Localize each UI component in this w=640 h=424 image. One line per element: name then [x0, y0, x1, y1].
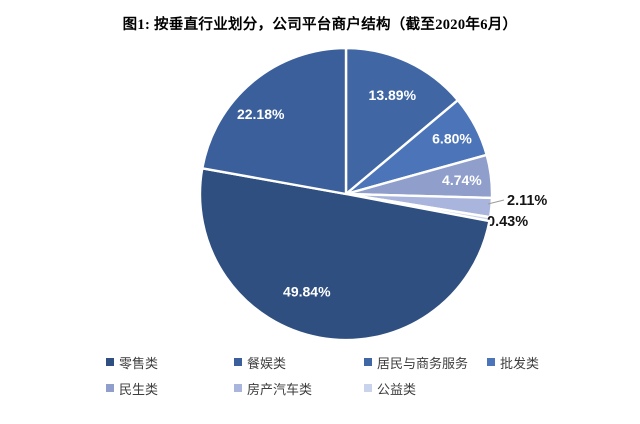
legend-item-6: 公益类	[364, 380, 417, 397]
legend-swatch	[364, 358, 372, 366]
legend-label: 零售类	[119, 355, 159, 371]
pie-slice-2	[344, 46, 460, 196]
legend-label: 居民与商务服务	[377, 355, 469, 371]
legend-label: 公益类	[377, 381, 417, 397]
legend-item-1: 餐娱类	[234, 354, 287, 371]
legend-swatch	[106, 384, 114, 392]
legend-swatch	[364, 384, 372, 392]
legend-swatch	[234, 358, 242, 366]
legend-swatch	[487, 358, 495, 366]
pie-label-0: 49.84%	[283, 284, 331, 300]
pie-label-outside-6: 0.43%	[487, 214, 528, 230]
pie-label-3: 6.80%	[432, 130, 472, 146]
legend-label: 民生类	[119, 381, 159, 397]
legend-label: 餐娱类	[247, 355, 287, 371]
legend-label: 房产汽车类	[247, 381, 313, 397]
legend-swatch	[234, 384, 242, 392]
pie-slice-1	[201, 46, 348, 196]
legend-label: 批发类	[500, 355, 540, 371]
legend-item-0: 零售类	[106, 354, 159, 371]
legend-item-3: 批发类	[487, 354, 540, 371]
chart-title: 图1: 按垂直行业划分，公司平台商户结构（截至2020年6月）	[122, 17, 518, 33]
pie-label-4: 4.74%	[442, 172, 482, 188]
legend-item-4: 民生类	[106, 380, 159, 397]
pie-slice-0	[198, 167, 491, 342]
label-leader-line	[487, 199, 505, 205]
legend-swatch	[106, 358, 114, 366]
legend-item-5: 房产汽车类	[234, 380, 313, 397]
pie-label-2: 13.89%	[369, 87, 417, 103]
pie-label-1: 22.18%	[237, 106, 285, 122]
pie-label-outside-5: 2.11%	[507, 193, 547, 209]
legend-item-2: 居民与商务服务	[364, 354, 469, 371]
